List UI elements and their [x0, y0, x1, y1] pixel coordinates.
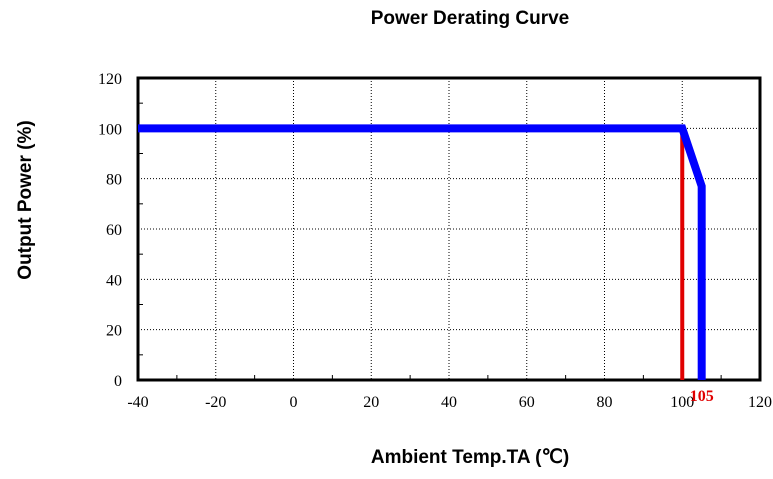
x-tick-label: -40: [127, 394, 148, 411]
x-tick-label: -20: [205, 394, 226, 411]
x-tick-label: 40: [441, 394, 457, 411]
series-line: [138, 124, 706, 380]
x-tick-label: 100: [670, 394, 694, 411]
y-tick-label: 0: [114, 373, 122, 390]
y-tick-label: 60: [106, 222, 122, 239]
y-tick-label: 20: [106, 323, 122, 340]
y-tick-label: 100: [98, 121, 122, 138]
y-tick-label: 80: [106, 172, 122, 189]
x-tick-label: 0: [290, 394, 298, 411]
x-tick-label: 20: [363, 394, 379, 411]
x-tick-label: 120: [748, 394, 772, 411]
x-tick-label: 80: [597, 394, 613, 411]
y-tick-label: 40: [106, 272, 122, 289]
x-axis-label: Ambient Temp.TA (℃): [370, 447, 570, 468]
plot-frame: [136, 76, 762, 382]
annotation-label: 105: [690, 388, 714, 405]
x-tick-label: 60: [519, 394, 535, 411]
chart-title: Power Derating Curve: [370, 8, 570, 29]
y-tick-label: 120: [98, 71, 122, 88]
